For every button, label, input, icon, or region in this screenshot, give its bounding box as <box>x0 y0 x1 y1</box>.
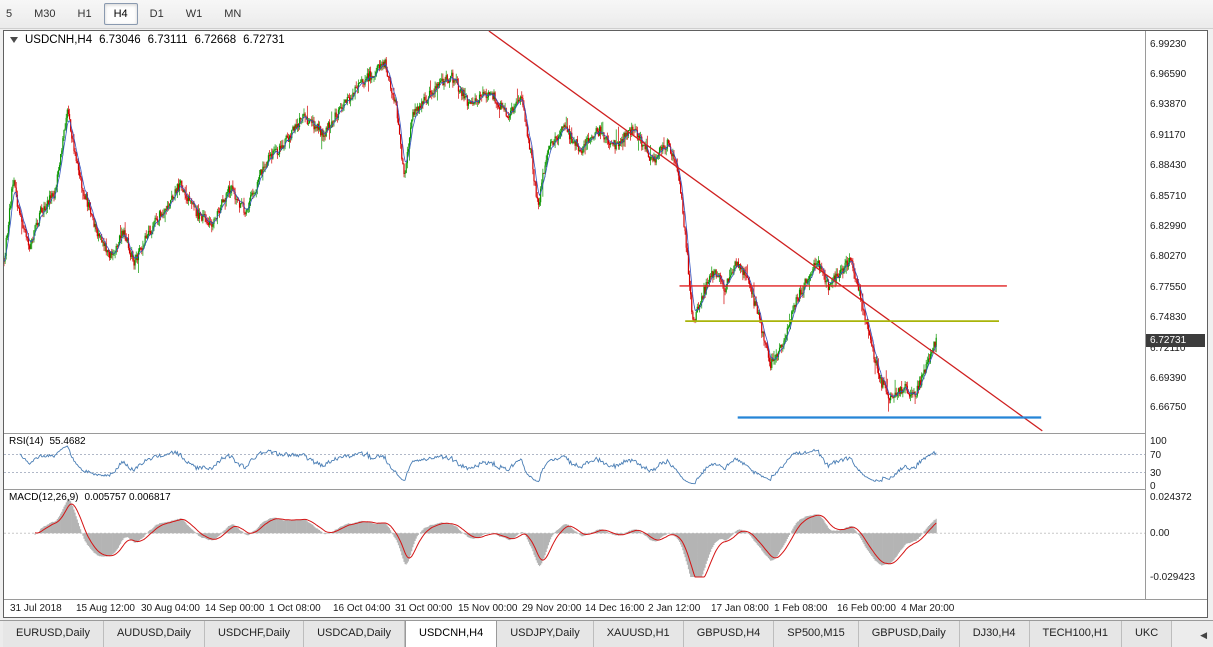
chart-tab-usdcad-daily[interactable]: USDCAD,Daily <box>304 621 406 647</box>
chart-tab-usdcnh-h4[interactable]: USDCNH,H4 <box>405 621 498 647</box>
symbol-marker-icon <box>10 37 18 43</box>
chart-tab-sp500-m15[interactable]: SP500,M15 <box>774 621 859 647</box>
price-axis-label: 6.82990 <box>1150 220 1187 232</box>
chart-tab-ukc[interactable]: UKC <box>1121 621 1173 647</box>
chart-low-value: 6.72668 <box>194 34 237 46</box>
price-chart-pane[interactable]: USDCNH,H4 6.73046 6.73111 6.72668 6.7273… <box>4 31 1145 433</box>
time-axis-label: 17 Jan 08:00 <box>711 603 769 614</box>
rsi-axis-label: 0 <box>1150 481 1156 492</box>
macd-name: MACD(12,26,9) <box>9 492 79 503</box>
chart-window: USDCNH,H4 6.73046 6.73111 6.72668 6.7273… <box>3 30 1208 618</box>
time-axis-label: 29 Nov 20:00 <box>522 603 582 614</box>
price-axis-label: 6.77550 <box>1150 281 1187 293</box>
timeframe-toolbar: 5 M30 H1 H4 D1 W1 MN <box>0 0 1213 29</box>
time-axis[interactable]: 31 Jul 2018 15 Aug 12:00 30 Aug 04:00 14 Se… <box>4 599 1207 617</box>
chart-tab-dj30-h4[interactable]: DJ30,H4 <box>959 621 1030 647</box>
time-axis-label: 14 Dec 16:00 <box>585 603 645 614</box>
descending-trendline[interactable] <box>488 31 1043 432</box>
time-axis-label: 30 Aug 04:00 <box>141 603 200 614</box>
rsi-macd-splitter[interactable] <box>4 489 1207 490</box>
chart-tabbar: EURUSD,Daily AUDUSD,Daily USDCHF,Daily USDC… <box>0 620 1213 647</box>
chart-title: USDCNH,H4 6.73046 6.73111 6.72668 6.7273… <box>10 34 285 46</box>
chart-symbol-label: USDCNH,H4 <box>25 34 93 46</box>
timeframe-button-h1[interactable]: H1 <box>77 8 92 20</box>
macd-signal-line <box>35 503 937 578</box>
time-axis-label: 16 Feb 00:00 <box>837 603 896 614</box>
time-axis-label: 15 Nov 00:00 <box>458 603 518 614</box>
timeframe-button-h4[interactable]: H4 <box>103 3 138 25</box>
timeframe-button-5[interactable]: 5 <box>6 8 13 20</box>
rsi-canvas[interactable] <box>4 434 1145 489</box>
price-axis-label: 6.80270 <box>1150 251 1187 263</box>
price-axis-label: 6.88430 <box>1150 160 1187 172</box>
chart-high-value: 6.73111 <box>147 34 188 46</box>
rsi-axis-label: 30 <box>1150 467 1162 479</box>
rsi-line <box>19 445 937 485</box>
chart-tab-xauusd-h1[interactable]: XAUUSD,H1 <box>593 621 684 647</box>
current-price-badge: 6.72731 <box>1146 333 1205 347</box>
macd-pane[interactable]: MACD(12,26,9) 0.005757 0.006817 <box>4 490 1145 599</box>
macd-canvas[interactable] <box>4 490 1145 599</box>
rsi-name: RSI(14) <box>9 436 44 447</box>
time-axis-label: 31 Oct 00:00 <box>395 603 453 614</box>
chart-close-value: 6.72731 <box>243 34 285 46</box>
time-axis-label: 15 Aug 12:00 <box>76 603 135 614</box>
chart-tab-audusd-daily[interactable]: AUDUSD,Daily <box>103 621 205 647</box>
chart-open-value: 6.73046 <box>99 34 141 46</box>
up-candle-wicks <box>4 58 937 404</box>
macd-axis-label: -0.029423 <box>1150 572 1196 583</box>
time-axis-label: 2 Jan 12:00 <box>648 603 701 614</box>
macd-values: 0.005757 0.006817 <box>84 492 171 503</box>
time-axis-label: 4 Mar 20:00 <box>901 603 955 614</box>
up-candle-bodies <box>4 59 937 401</box>
chart-tab-eurusd-daily[interactable]: EURUSD,Daily <box>3 621 104 647</box>
price-axis-label: 6.66750 <box>1150 402 1187 414</box>
time-axis-label: 31 Jul 2018 <box>10 603 62 614</box>
time-axis-label: 16 Oct 04:00 <box>333 603 391 614</box>
time-axis-label: 1 Oct 08:00 <box>269 603 321 614</box>
down-candle-wicks <box>4 57 936 412</box>
timeframe-button-mn[interactable]: MN <box>224 8 242 20</box>
price-axis-label: 6.91170 <box>1150 129 1186 141</box>
chart-tab-usdchf-daily[interactable]: USDCHF,Daily <box>204 621 305 647</box>
price-axis-label: 6.69390 <box>1150 372 1187 384</box>
price-axis-label: 6.85710 <box>1150 190 1187 202</box>
price-axis-label: 6.74830 <box>1150 312 1187 324</box>
tabbar-scroll-left-button[interactable]: ◀ <box>1197 629 1210 642</box>
price-axis-label: 6.99230 <box>1150 39 1187 51</box>
time-axis-label: 1 Feb 08:00 <box>774 603 828 614</box>
macd-histogram <box>34 499 937 577</box>
price-axis-label: 6.96590 <box>1150 68 1187 80</box>
chart-tab-usdjpy-daily[interactable]: USDJPY,Daily <box>497 621 594 647</box>
chart-tab-gbpusd-h4[interactable]: GBPUSD,H4 <box>683 621 775 647</box>
rsi-value: 55.4682 <box>49 436 86 447</box>
macd-axis-label: 0.00 <box>1150 528 1170 540</box>
chart-tabs: EURUSD,Daily AUDUSD,Daily USDCHF,Daily USDC… <box>0 621 1213 647</box>
rsi-axis-label: 100 <box>1150 436 1167 447</box>
rsi-pane[interactable]: RSI(14) 55.4682 <box>4 434 1145 489</box>
candlestick-canvas[interactable] <box>4 31 1145 433</box>
rsi-label: RSI(14) 55.4682 <box>9 436 92 447</box>
moving-average-line <box>4 62 937 397</box>
chart-tab-tech100-h1[interactable]: TECH100,H1 <box>1029 621 1122 647</box>
rsi-axis-label: 70 <box>1150 449 1162 461</box>
down-candle-bodies <box>4 59 936 401</box>
price-axis-label: 6.93870 <box>1150 99 1187 111</box>
time-axis-label: 14 Sep 00:00 <box>205 603 265 614</box>
chart-tab-gbpusd-daily[interactable]: GBPUSD,Daily <box>858 621 960 647</box>
price-axis[interactable]: 6.72731 6.99230 6.96590 6.93870 6.91170 6.88… <box>1145 31 1207 599</box>
macd-axis-label: 0.024372 <box>1150 492 1192 503</box>
main-rsi-splitter[interactable] <box>4 433 1207 434</box>
price-axis-label: 6.72110 <box>1150 342 1186 354</box>
timeframe-button-d1[interactable]: D1 <box>149 8 164 20</box>
timeframe-button-w1[interactable]: W1 <box>185 8 203 20</box>
macd-label: MACD(12,26,9) 0.005757 0.006817 <box>9 492 177 503</box>
timeframe-button-m30[interactable]: M30 <box>34 8 56 20</box>
